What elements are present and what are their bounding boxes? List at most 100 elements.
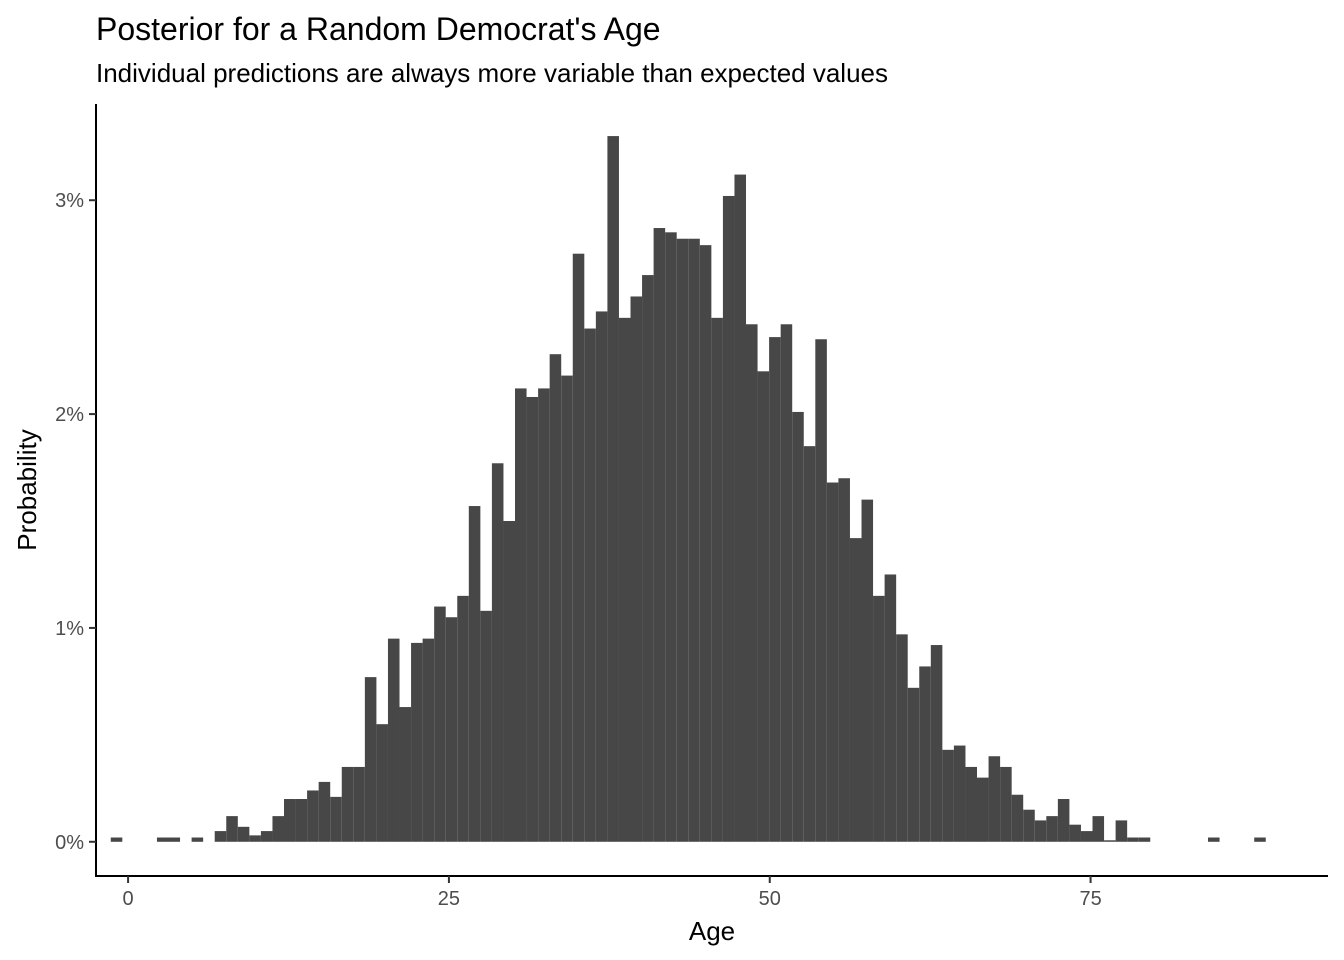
histogram-bar [676, 238, 689, 842]
histogram-bar [503, 521, 516, 842]
y-axis-title: Probability [12, 429, 42, 550]
histogram-bar [722, 195, 735, 842]
histogram-bar [422, 638, 435, 842]
histogram-bar [642, 275, 654, 842]
histogram-bar [884, 574, 897, 842]
histogram-bar [561, 375, 573, 842]
histogram-bar [572, 253, 585, 842]
histogram-bar [457, 595, 469, 842]
histogram-bar [110, 837, 123, 842]
histogram-bar [341, 766, 354, 842]
histogram-bar [318, 781, 331, 842]
histogram-bar [965, 766, 978, 842]
y-tick-label: 3% [55, 190, 84, 212]
histogram-bar [214, 831, 227, 842]
histogram-bar [630, 296, 643, 842]
histogram-bar [1208, 837, 1220, 842]
histogram-bar [411, 642, 423, 842]
histogram-bar [1069, 824, 1081, 842]
histogram-bar [815, 339, 827, 842]
histogram-bar [1034, 820, 1047, 842]
histogram-bar [769, 337, 781, 842]
histogram-bar [515, 388, 527, 842]
histogram-bar [1138, 837, 1151, 842]
x-tick-label: 75 [1079, 888, 1101, 910]
histogram-bar [1254, 837, 1266, 842]
histogram-bar [711, 317, 723, 842]
histogram-bar [1046, 816, 1058, 842]
histogram-bar [849, 538, 862, 842]
histogram-bar [699, 245, 712, 842]
histogram-bar [618, 317, 631, 842]
histogram-bar [526, 396, 539, 842]
histogram-bar [757, 371, 770, 842]
histogram-bar [1057, 799, 1070, 842]
histogram-bar [434, 606, 446, 842]
histogram-bar [930, 645, 943, 842]
histogram-bar [168, 837, 181, 842]
histogram-bar [988, 756, 1001, 842]
chart-subtitle: Individual predictions are always more v… [96, 58, 888, 88]
histogram-bar [919, 666, 931, 842]
histogram-bar [364, 677, 377, 842]
histogram-bar [272, 816, 285, 842]
histogram-bar [653, 228, 666, 842]
histogram-bar [226, 816, 238, 842]
histogram-bar [1023, 809, 1035, 842]
histogram-bar [468, 506, 481, 842]
y-axis-ticks: 0% 1% 2% 3% [55, 190, 96, 854]
histogram-bar [734, 174, 747, 842]
histogram-bar [907, 687, 920, 842]
histogram-bar [746, 324, 758, 842]
histogram-bar [595, 311, 608, 842]
histogram-bar [873, 595, 885, 842]
histogram-bars [110, 136, 1266, 842]
histogram-bar [607, 136, 619, 842]
x-tick-label: 25 [438, 888, 460, 910]
histogram-bar [1092, 816, 1105, 842]
histogram-bar [838, 478, 850, 842]
histogram-bar [295, 799, 308, 842]
histogram-bar [977, 777, 989, 842]
y-tick-label: 1% [55, 618, 84, 640]
y-tick-label: 0% [55, 832, 84, 854]
histogram-bar [1115, 820, 1128, 842]
histogram-bar [896, 634, 908, 842]
histogram-bar [491, 463, 504, 842]
histogram-bar [584, 328, 596, 842]
histogram-bar [191, 837, 204, 842]
histogram-bar [1104, 840, 1116, 842]
chart-title: Posterior for a Random Democrat's Age [96, 11, 661, 47]
x-tick-label: 50 [759, 888, 781, 910]
histogram-bar [538, 388, 550, 842]
histogram-bar [376, 724, 388, 842]
histogram-bar [480, 610, 492, 842]
histogram-bar [688, 238, 700, 842]
x-tick-label: 0 [123, 888, 134, 910]
histogram-bar [330, 796, 342, 842]
histogram-bar [942, 749, 954, 842]
histogram-bar [780, 324, 793, 842]
histogram-bar [803, 446, 816, 842]
histogram-bar [1000, 766, 1012, 842]
histogram-bar [861, 499, 874, 842]
histogram-bar [387, 638, 400, 842]
histogram-bar [792, 411, 804, 842]
histogram-bar [307, 790, 319, 842]
histogram-bar [445, 617, 458, 842]
histogram-bar [665, 232, 677, 842]
histogram-bar [1127, 837, 1139, 842]
histogram-bar [260, 831, 273, 842]
histogram-bar [1080, 831, 1093, 842]
histogram-bar [249, 835, 261, 842]
histogram-bar [399, 707, 412, 842]
histogram-bar [953, 745, 966, 842]
histogram-bar [237, 826, 250, 842]
x-axis-title: Age [689, 916, 735, 946]
histogram-bar [1011, 794, 1024, 842]
histogram-bar [826, 482, 839, 842]
histogram-bar [156, 837, 169, 842]
x-axis-ticks: 0 25 50 75 [123, 876, 1102, 910]
histogram-bar [549, 354, 562, 842]
